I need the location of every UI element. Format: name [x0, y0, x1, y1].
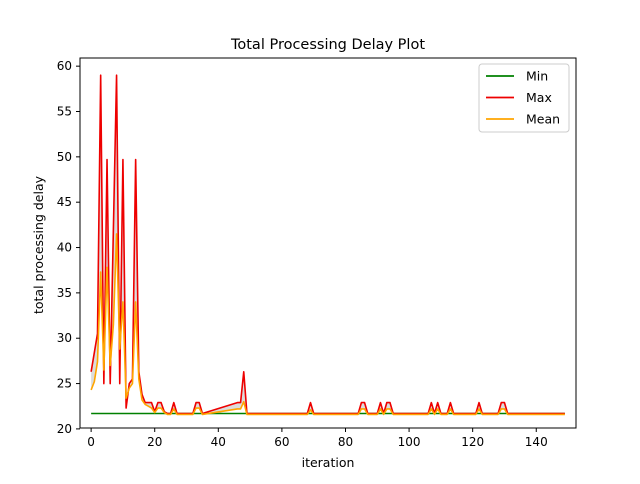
x-tick-label: 140: [525, 435, 548, 449]
y-axis-ticks: 20 25 30 35 40 45 50 55 60: [57, 59, 80, 436]
x-tick-label: 60: [274, 435, 289, 449]
y-tick-label: 50: [57, 150, 72, 164]
x-tick-label: 20: [147, 435, 162, 449]
x-tick-label: 40: [211, 435, 226, 449]
x-tick-label: 0: [87, 435, 95, 449]
y-tick-label: 30: [57, 331, 72, 345]
x-tick-label: 120: [461, 435, 484, 449]
chart-title: Total Processing Delay Plot: [230, 37, 425, 53]
x-tick-label: 100: [398, 435, 421, 449]
series-line-mean: [90, 233, 565, 416]
series-lines: [90, 74, 565, 416]
y-axis-label: total processing delay: [31, 175, 46, 314]
y-tick-label: 45: [57, 195, 72, 209]
y-tick-label: 60: [57, 59, 72, 73]
plot-area: [90, 74, 565, 416]
x-axis-label: iteration: [302, 455, 355, 470]
y-tick-label: 25: [57, 377, 72, 391]
plot-frame: [79, 57, 577, 429]
y-tick-label: 40: [57, 241, 72, 255]
legend-label-max: Max: [526, 90, 552, 105]
legend-box: [478, 63, 570, 133]
legend-label-min: Min: [526, 69, 548, 84]
series-line-max: [90, 74, 565, 415]
legend: Min Max Mean: [478, 63, 570, 133]
x-tick-label: 80: [338, 435, 353, 449]
legend-label-mean: Mean: [526, 112, 560, 127]
y-tick-label: 20: [57, 422, 72, 436]
y-tick-label: 35: [57, 286, 72, 300]
y-tick-label: 55: [57, 105, 72, 119]
x-axis-ticks: 0 20 40 60 80 100 120 140: [87, 428, 548, 449]
